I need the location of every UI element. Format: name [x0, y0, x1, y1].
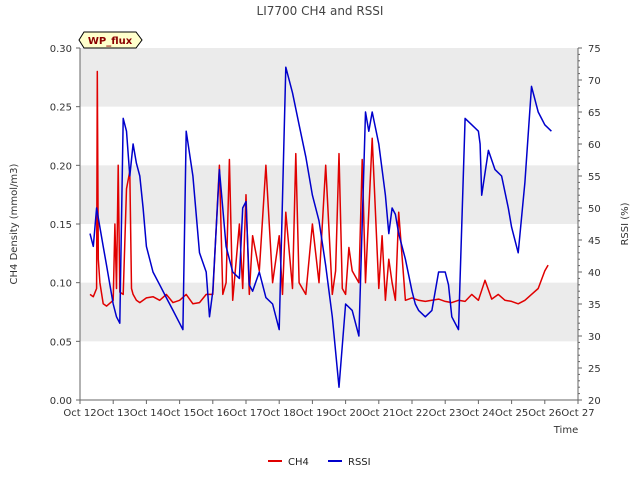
x-tick-label: Oct 15: [163, 408, 196, 419]
y-right-tick-label: 70: [588, 76, 601, 87]
y-right-tick-label: 50: [588, 204, 601, 215]
y-right-tick-label: 30: [588, 332, 601, 343]
y-left-tick-label: 0.15: [50, 220, 72, 231]
x-tick-label: Oct 14: [130, 408, 163, 419]
x-tick-label: Oct 27: [561, 408, 594, 419]
badge-label: WP_flux: [88, 36, 133, 47]
y-right-tick-label: 45: [588, 236, 601, 247]
series-line-ch4: [89, 70, 549, 307]
x-tick-label: Oct 22: [395, 408, 428, 419]
y-left-tick-label: 0.05: [50, 337, 72, 348]
y-right-tick-label: 35: [588, 300, 601, 311]
x-tick-label: Oct 23: [429, 408, 462, 419]
x-tick-label: Oct 24: [462, 408, 495, 419]
y-right-tick-label: 25: [588, 364, 601, 375]
legend: CH4 RSSI: [268, 457, 371, 468]
x-tick-label: Oct 26: [528, 408, 561, 419]
chart-title: LI7700 CH4 and RSSI: [257, 4, 384, 18]
x-tick-label: Oct 16: [196, 408, 229, 419]
x-tick-label: Oct 18: [263, 408, 296, 419]
y-right-tick-label: 40: [588, 268, 601, 279]
y-left-tick-label: 0.00: [50, 396, 72, 407]
x-axis-title: Time: [553, 425, 578, 436]
x-tick-label: Oct 17: [229, 408, 262, 419]
y-left-tick-label: 0.30: [50, 44, 72, 55]
x-tick-label: Oct 25: [495, 408, 528, 419]
badge: WP_flux: [78, 31, 143, 49]
grid-band: [80, 48, 578, 107]
y-right-tick-label: 65: [588, 108, 601, 119]
x-tick-label: Oct 13: [97, 408, 130, 419]
x-tick-label: Oct 12: [63, 408, 96, 419]
x-tick-label: Oct 19: [296, 408, 329, 419]
grid-band: [80, 165, 578, 224]
y-left-tick-label: 0.20: [50, 161, 72, 172]
x-tick-label: Oct 20: [329, 408, 362, 419]
legend-label-ch4: CH4: [288, 457, 309, 468]
y-axis-left-title: CH4 Density (mmol/m3): [9, 163, 20, 284]
y-right-tick-label: 60: [588, 140, 601, 151]
legend-label-rssi: RSSI: [348, 457, 371, 468]
y-left-tick-label: 0.25: [50, 103, 72, 114]
x-axis: Oct 12 Oct 13 Oct 14 Oct 15 Oct 16 Oct 17 Oct …: [63, 399, 595, 419]
y-right-tick-label: 75: [588, 44, 601, 55]
series-layer: [89, 66, 552, 388]
y-left-tick-label: 0.10: [50, 279, 72, 290]
x-tick-label: Oct 21: [362, 408, 395, 419]
y-right-tick-label: 55: [588, 172, 601, 183]
y-right-tick-label: 20: [588, 396, 601, 407]
y-axis-right-title: RSSI (%): [620, 202, 631, 245]
series-line-rssi: [89, 66, 552, 388]
y-axis-right: 20 25 30 35 40 45 50 55 60 65 70 75: [577, 44, 601, 407]
y-axis-left: 0.00 0.05 0.10 0.15 0.20 0.25 0.30: [50, 44, 81, 407]
badge-shape: [78, 31, 143, 49]
